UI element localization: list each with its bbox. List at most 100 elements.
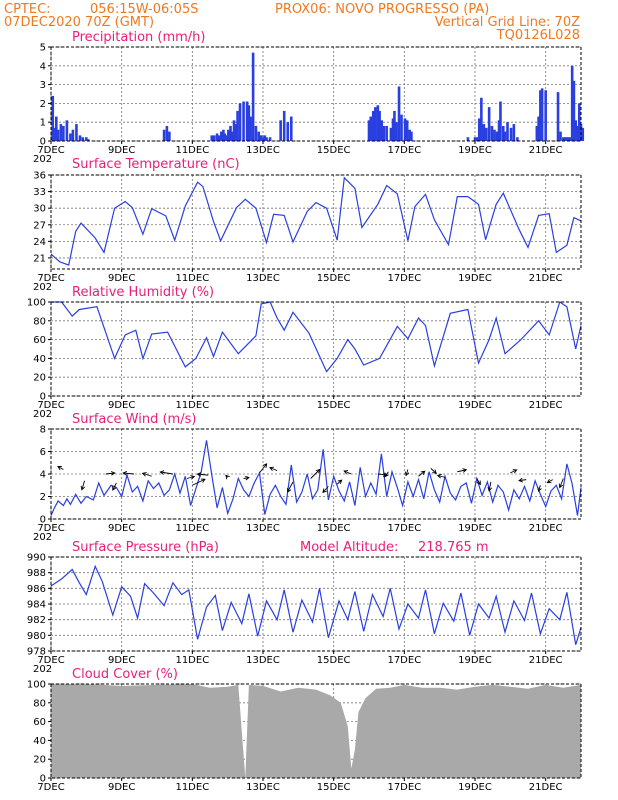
y-tick-label: 20	[33, 755, 46, 766]
precip-bar	[78, 135, 82, 141]
wind-vector	[142, 472, 152, 477]
precip-bar	[229, 125, 232, 141]
precip-bar	[539, 90, 542, 141]
x-tick-label: 15DEC	[317, 273, 351, 284]
wind-vector	[559, 478, 564, 488]
x-tick-label: 11DEC	[175, 145, 209, 156]
wind-vector	[336, 479, 342, 485]
wind-vector-head	[322, 488, 327, 494]
precip-bar	[570, 65, 574, 141]
wind-vector	[160, 471, 173, 475]
x-tick-label: 11DEC	[175, 273, 209, 284]
precip-bar	[581, 127, 585, 141]
precip-bar	[223, 133, 227, 141]
y-tick-label: 24	[33, 237, 46, 248]
x-tick-label: 19DEC	[458, 400, 492, 411]
x-tick-label: 11DEC	[175, 400, 209, 411]
x-tick-label: 9DEC	[108, 145, 135, 156]
precip-bar	[475, 137, 479, 141]
precip-bar	[257, 131, 261, 141]
precip-bar	[242, 101, 245, 141]
wind-vector-head	[343, 470, 349, 475]
precip-bar	[490, 125, 494, 141]
y-tick-label: 21	[33, 253, 46, 264]
precip-bar	[506, 122, 509, 141]
precip-bar	[535, 125, 539, 141]
x-tick-label: 21DEC	[529, 145, 563, 156]
y-tick-label: 30	[33, 204, 46, 215]
header-date: 07DEC2020 70Z (GMT)	[4, 15, 154, 30]
precip-bar	[86, 139, 90, 141]
precip-bar	[559, 131, 562, 141]
precip-bar	[261, 137, 265, 141]
panels: Precipitation (mm/h) 0 1 2 3 4 5 7DEC 9DEC 11DEC 1…	[27, 30, 585, 793]
precip-bar	[51, 95, 55, 141]
y-tick-label: 2	[40, 99, 46, 110]
wind-vector	[510, 469, 517, 474]
y-tick-label: 100	[27, 680, 46, 691]
panel-pressure: Surface Pressure (hPa) Model Altitude: 218…	[27, 540, 582, 675]
precip-bar	[499, 101, 502, 141]
precip-bar	[482, 124, 486, 141]
panel-cloud: Cloud Cover (%) 0 20 40 60 80 100 7DEC 9DEC 11DEC…	[27, 667, 582, 793]
y-tick-label: 20	[33, 373, 46, 384]
x-tick-label: 21DEC	[529, 400, 563, 411]
y-tick-label: 978	[27, 647, 46, 658]
precip-bar	[369, 116, 373, 141]
panel-frame	[50, 683, 582, 779]
wind-vector-head	[487, 486, 493, 492]
wind-vector	[112, 482, 117, 491]
x-tick-label: 7DEC	[37, 782, 64, 793]
precip-bar	[62, 125, 65, 141]
precip-bar	[168, 131, 171, 141]
y-tick-label: 80	[33, 316, 46, 327]
x-tick-label: 21DEC	[529, 523, 563, 534]
precip-bar	[55, 116, 58, 141]
x-tick-label: 19DEC	[458, 523, 492, 534]
x-tick-label: 9DEC	[108, 523, 135, 534]
wind-vector-head	[112, 485, 117, 491]
precip-bar	[268, 137, 272, 141]
header-model-id: TQ0126L028	[496, 28, 580, 43]
precip-bar	[516, 137, 519, 141]
x-tick-label: 17DEC	[387, 400, 421, 411]
precip-bar	[466, 137, 470, 141]
precip-bar	[395, 122, 398, 141]
precip-bar	[282, 110, 286, 141]
x-tick-label: 17DEC	[387, 145, 421, 156]
precip-bar	[289, 116, 293, 141]
y-tick-label: 40	[33, 354, 46, 365]
wind-vector-head	[57, 466, 62, 471]
header-coordinates: 056:15W-06:05S	[90, 2, 198, 17]
wind-vector	[287, 481, 294, 493]
precip-bar	[212, 135, 216, 141]
precip-bar	[71, 129, 75, 141]
precip-bar	[382, 125, 386, 141]
x-tick-label: 19DEC	[458, 145, 492, 156]
precip-bar	[210, 135, 214, 141]
precip-bar	[254, 125, 258, 141]
precip-bar	[393, 110, 396, 141]
wind-vector	[123, 472, 135, 475]
precip-bar	[572, 80, 576, 141]
y-tick-label: 4	[40, 470, 46, 481]
wind-vector-head	[80, 485, 86, 491]
wind-vector-head	[159, 470, 165, 475]
precip-bar	[56, 129, 60, 141]
wind-vector	[405, 469, 409, 476]
model-altitude-label: Model Altitude:	[300, 540, 398, 555]
x-tick-label: 9DEC	[108, 400, 135, 411]
wind-vector	[538, 485, 541, 492]
model-altitude-value: 218.765 m	[418, 540, 489, 555]
x-tick-label: 13DEC	[246, 273, 280, 284]
wind-vector	[343, 470, 352, 475]
y-tick-label: 988	[27, 568, 46, 579]
precip-bar	[576, 125, 579, 141]
y-tick-label: 36	[33, 171, 46, 182]
x-axis-year-fragment: 202	[33, 409, 52, 420]
wind-vector	[310, 469, 321, 479]
precip-bar	[378, 110, 381, 141]
x-tick-label: 15DEC	[317, 655, 351, 666]
wind-vector-head	[141, 472, 147, 477]
precip-bar	[279, 120, 282, 141]
